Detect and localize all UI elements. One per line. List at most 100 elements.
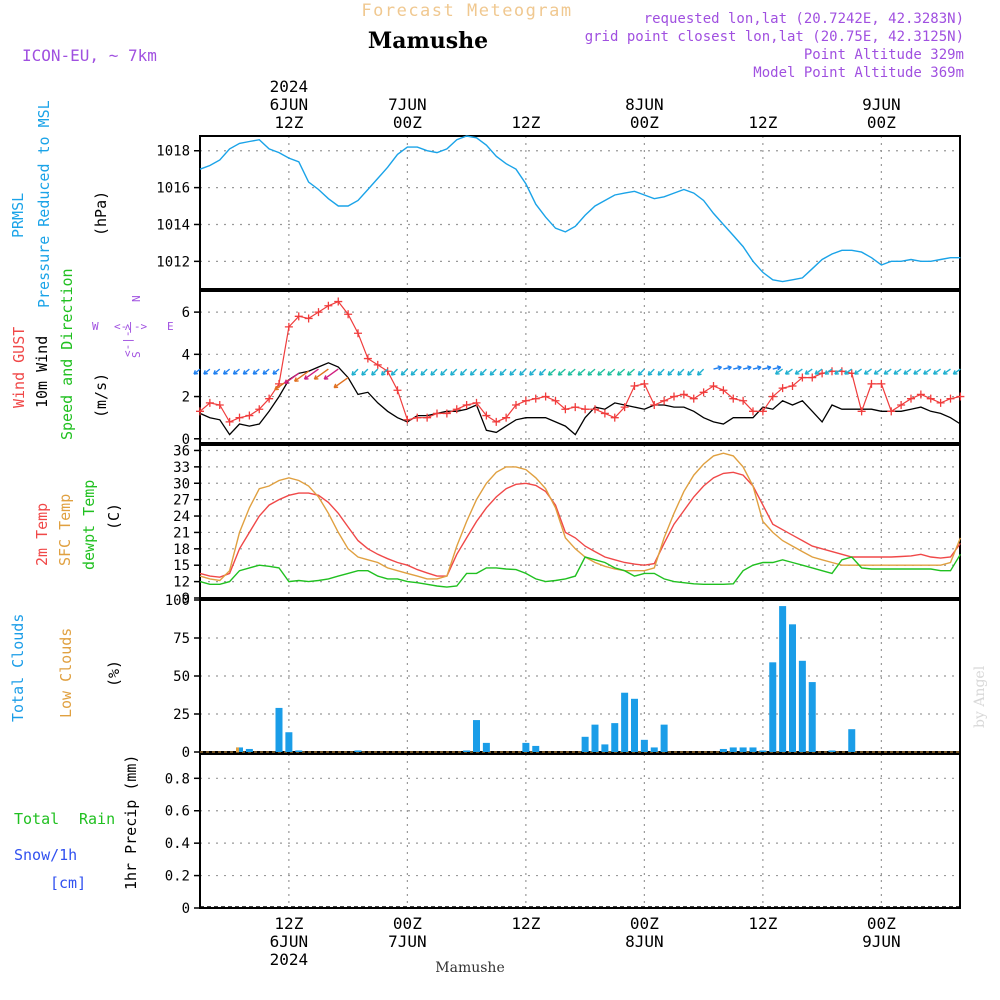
- compass-south: S: [130, 351, 143, 358]
- wind-direction-arrow: [400, 368, 408, 376]
- y-tick-label: 4: [182, 347, 190, 363]
- wind-arrowhead: [450, 371, 455, 376]
- wind-arrowhead: [853, 370, 859, 375]
- time-axis-label: 00Z: [630, 113, 659, 132]
- wind-direction-arrow: [479, 368, 487, 376]
- gust-marker: [354, 329, 362, 338]
- temp-unit: (C): [105, 503, 123, 530]
- wind-arrowhead: [766, 365, 772, 371]
- wind-direction-arrow: [460, 368, 468, 376]
- wind-direction-arrow: [772, 366, 781, 370]
- wind-arrowhead: [873, 370, 879, 375]
- wind-arrowhead: [952, 370, 958, 375]
- y-tick-label: 9: [182, 591, 190, 607]
- gust-marker: [284, 322, 293, 331]
- dewpt-line: [199, 553, 961, 588]
- wind-arrowhead: [784, 370, 790, 375]
- wind-direction-arrow: [637, 368, 645, 376]
- gust-marker: [314, 308, 323, 317]
- wind-arrowhead: [440, 371, 445, 376]
- wind-direction-arrow: [519, 368, 527, 376]
- wind-arrowhead: [844, 370, 849, 375]
- compass-arrow-horizontal: <-|->: [114, 320, 147, 333]
- watermark: by Angel: [972, 665, 988, 728]
- y-tick-label: 0: [182, 901, 190, 917]
- gust-marker: [926, 394, 935, 403]
- wind-arrowhead: [727, 365, 732, 371]
- location-title: Mamushe: [368, 28, 488, 54]
- total-label: Total: [14, 810, 59, 828]
- wind-arrowhead: [657, 371, 663, 376]
- wind-direction-arrow: [762, 366, 772, 370]
- wind-arrowhead: [737, 365, 742, 371]
- time-axis-label: 7JUN: [388, 95, 427, 114]
- gust-marker: [581, 405, 590, 414]
- wind-direction-arrow: [391, 368, 398, 376]
- wind-arrowhead: [380, 371, 386, 376]
- wind-arrowhead: [313, 375, 319, 380]
- y-tick-label: 6: [182, 305, 190, 321]
- wind-direction-arrow: [323, 368, 339, 380]
- wind-arrowhead: [687, 371, 692, 376]
- wind-arrowhead: [717, 365, 722, 371]
- y-tick-label: 36: [173, 443, 190, 459]
- gust-marker: [294, 312, 303, 321]
- time-axis-label: 9JUN: [862, 95, 901, 114]
- wind-direction-arrow: [470, 368, 477, 376]
- wind-arrowhead: [794, 370, 800, 375]
- wind-arrowhead: [824, 370, 830, 375]
- wind-direction-arrow: [420, 368, 428, 376]
- y-tick-label: 30: [173, 476, 190, 492]
- wind-unit: (m/s): [92, 373, 110, 418]
- wind-direction-arrow: [548, 368, 556, 376]
- total-cloud-bar: [650, 747, 658, 752]
- wind-direction-arrow: [667, 368, 675, 376]
- wind-direction-arrow: [824, 368, 833, 375]
- total-cloud-bar: [354, 750, 362, 752]
- total-cloud-bar: [759, 750, 767, 752]
- gust-marker: [225, 417, 234, 426]
- time-axis-label: 00Z: [867, 113, 896, 132]
- gust-marker: [403, 415, 412, 424]
- gust-marker: [916, 390, 925, 399]
- wind-direction-arrow: [854, 368, 863, 375]
- wind-arrowhead: [274, 385, 279, 391]
- wind-direction-arrow: [617, 368, 626, 376]
- wind-arrowhead: [774, 370, 780, 375]
- total-cloud-bar: [848, 729, 856, 752]
- wind-direction-arrow: [627, 368, 635, 376]
- y-tick-label: 33: [173, 460, 190, 476]
- time-axis-label: 6JUN: [270, 932, 309, 951]
- cloud-labels: Total Clouds Low Clouds (%): [9, 614, 123, 722]
- low-cloud-bar: [236, 747, 239, 752]
- wind-arrowhead: [647, 371, 653, 376]
- wind-direction-arrow: [903, 368, 912, 375]
- time-axis-label: 2024: [270, 77, 309, 96]
- gust-marker: [591, 405, 599, 414]
- gust-marker: [521, 396, 530, 405]
- wind-direction-arrow: [304, 368, 319, 380]
- total-cloud-bar: [295, 750, 303, 752]
- total-cloud-bar: [640, 739, 648, 752]
- y-tick-label: 75: [173, 631, 190, 647]
- gust-marker: [245, 411, 254, 420]
- time-axis-label: 00Z: [867, 914, 896, 933]
- y-tick-label: 0.4: [165, 836, 190, 852]
- pressure-panel: 1018 1016 1014 1012: [156, 135, 961, 290]
- pressure-labels: PRMSL Pressure Reduced to MSL (hPa): [9, 100, 110, 308]
- y-tick-label: 1016: [156, 181, 190, 197]
- gust-marker: [610, 413, 619, 422]
- wind-arrowhead: [499, 371, 505, 376]
- total-cloud-bar: [719, 748, 727, 752]
- snow-unit-label: [cm]: [50, 874, 86, 892]
- wind-arrowhead: [863, 370, 869, 375]
- wind-labels: Wind GUST 10m Wind Speed and Direction (…: [10, 268, 174, 440]
- model-altitude: Model Point Altitude 369m: [753, 65, 964, 81]
- y-tick-label: 18: [173, 542, 190, 558]
- time-axis-label: 12Z: [511, 914, 540, 933]
- gust-marker: [887, 407, 896, 416]
- gust-marker: [640, 379, 649, 388]
- wind-direction-arrow: [814, 368, 823, 375]
